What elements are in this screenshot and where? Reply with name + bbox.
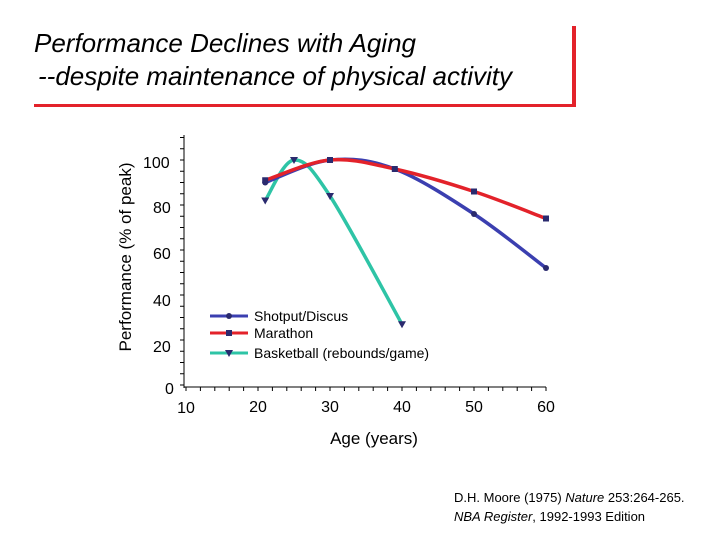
x-tick-label: 40 [393, 399, 411, 416]
data-point-basketball [261, 197, 270, 205]
y-tick-label: 80 [153, 200, 171, 217]
source-citation-1: D.H. Moore (1975) Nature 253:264-265. [454, 490, 685, 505]
title-underline [34, 104, 576, 107]
data-point-marathon [471, 188, 477, 195]
title-line-2: --despite maintenance of physical activi… [38, 61, 513, 91]
title-bracket-edge [572, 26, 576, 107]
data-point-marathon [327, 157, 333, 163]
source-journal: Nature [565, 490, 605, 505]
x-tick-label: 20 [249, 399, 267, 416]
legend-marker-shotput [226, 313, 232, 319]
data-point-marathon [391, 166, 398, 172]
source-book: NBA Register [454, 509, 533, 524]
y-axis-title: Performance (% of peak) [116, 163, 135, 352]
legend-marker-marathon [226, 330, 232, 336]
x-axis-title: Age (years) [330, 429, 418, 448]
y-tick-label: 60 [153, 246, 171, 263]
y-tick-label: 100 [143, 155, 170, 172]
source-prefix: D.H. Moore (1975) [454, 490, 566, 505]
series-line-shotput [263, 157, 548, 270]
y-tick-label: 20 [153, 339, 171, 356]
series-line-basketball [263, 158, 404, 326]
legend-label-marathon: Marathon [254, 325, 313, 341]
x-tick-label: 50 [465, 399, 483, 416]
y-tick-label: 40 [153, 293, 171, 310]
source-edition: , 1992-1993 Edition [532, 509, 646, 524]
y-tick-label: 0 [165, 381, 174, 398]
series-line-marathon [263, 157, 548, 221]
x-tick-label: 10 [177, 400, 195, 417]
data-point-marathon [262, 177, 269, 184]
source-citation-2: NBA Register, 1992-1993 Edition [454, 509, 645, 524]
legend-marker-basketball [225, 350, 233, 357]
data-point-basketball [290, 157, 298, 164]
legend-label-shotput: Shotput/Discus [254, 308, 348, 324]
data-point-basketball [398, 321, 406, 329]
x-tick-label: 30 [321, 399, 339, 416]
data-point-marathon [543, 215, 549, 222]
data-point-shotput [471, 211, 477, 217]
x-tick-label: 60 [537, 399, 555, 416]
title-line-1: Performance Declines with Aging [34, 28, 416, 58]
data-point-shotput [543, 265, 549, 271]
legend-label-basketball: Basketball (rebounds/game) [254, 345, 429, 361]
source-suffix: 253:264-265. [604, 490, 685, 505]
data-point-basketball [326, 193, 334, 200]
